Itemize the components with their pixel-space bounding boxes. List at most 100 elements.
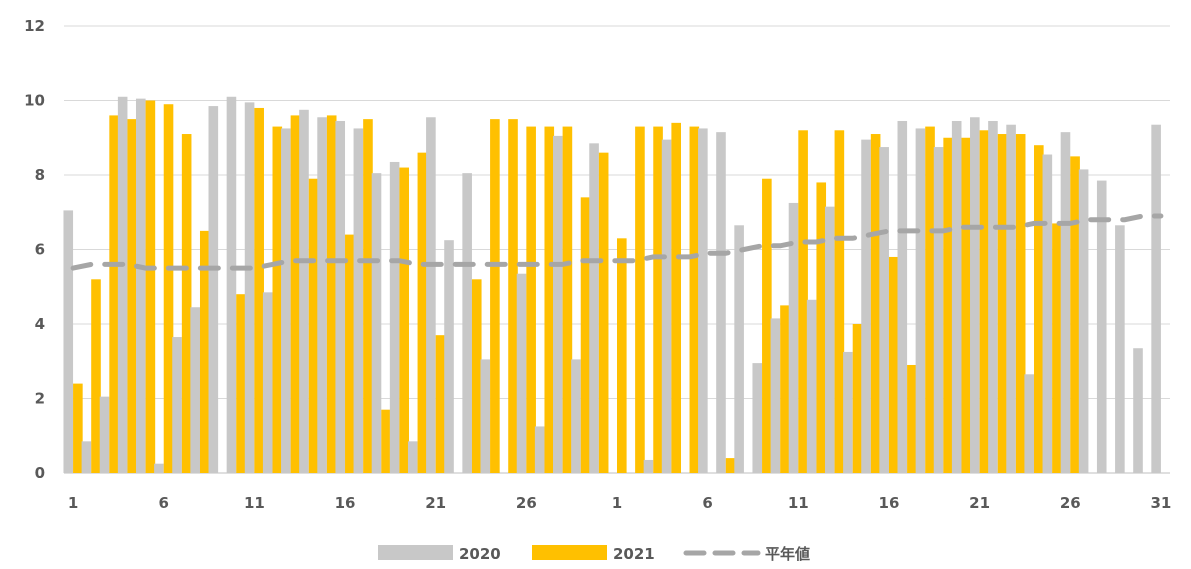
bar-2021: [870, 134, 881, 473]
bars: [63, 96, 1161, 474]
bar-2020: [915, 128, 926, 473]
bar-2020: [462, 173, 472, 473]
y-tick-label: 2: [35, 390, 45, 408]
bar-2021: [580, 197, 591, 473]
bar-2020: [643, 459, 654, 473]
bar-2021: [979, 130, 990, 474]
y-axis-labels: 0 2 4 6 8 10 12: [24, 17, 45, 482]
bar-2020: [843, 351, 853, 473]
bar-2020: [1115, 225, 1125, 473]
bar-2020: [698, 128, 708, 473]
bar-2021: [1015, 134, 1026, 473]
bar-2020: [933, 147, 944, 473]
legend-label-2020: 2020: [459, 545, 501, 563]
bar-2021: [1052, 223, 1062, 473]
bar-2021: [345, 234, 355, 473]
x-tick-label: 31: [1150, 494, 1171, 512]
bar-2021: [91, 279, 101, 473]
bar-2020: [1006, 124, 1016, 474]
bar-2020: [335, 120, 346, 474]
bar-2021: [471, 279, 482, 473]
bar-2020: [99, 396, 110, 473]
bar-2021: [526, 126, 536, 473]
x-tick-label: 21: [969, 494, 990, 512]
y-tick-label: 10: [24, 92, 45, 110]
bar-2021: [326, 115, 337, 474]
x-tick-label: 26: [516, 494, 537, 512]
bar-2020: [1133, 348, 1143, 473]
bar-2020: [988, 120, 998, 474]
bar-2020: [1024, 374, 1035, 473]
bar-2020: [353, 128, 364, 473]
bar-2021: [73, 383, 83, 473]
y-tick-label: 6: [35, 241, 45, 259]
y-tick-label: 8: [35, 166, 45, 184]
bar-2021: [635, 126, 645, 473]
x-tick-label: 6: [702, 494, 712, 512]
bar-2020: [117, 96, 128, 474]
bar-2021: [598, 152, 609, 473]
bar-2021: [544, 126, 555, 473]
bar-2021: [272, 126, 283, 473]
bar-2020: [480, 359, 491, 473]
bar-2020: [371, 173, 382, 473]
bar-2020: [897, 120, 908, 474]
bar-2020: [1151, 124, 1161, 474]
bar-2020: [879, 147, 889, 473]
x-tick-label: 21: [425, 494, 446, 512]
legend-label-normal: 平年値: [765, 545, 810, 563]
bar-2021: [145, 100, 156, 473]
bar-2021: [562, 126, 573, 473]
bar-2020: [534, 426, 545, 473]
bar-2020: [861, 139, 871, 474]
bar-2020: [770, 318, 781, 473]
bar-2021: [798, 130, 808, 474]
bar-2021: [490, 119, 500, 473]
y-tick-label: 12: [24, 17, 45, 35]
legend: 2020 2021 平年値: [378, 545, 810, 563]
bar-2021: [399, 167, 410, 474]
bar-2021: [236, 294, 246, 473]
bar-2020: [262, 292, 273, 473]
bar-2021: [163, 104, 174, 473]
bar-2020: [154, 463, 164, 473]
x-tick-label: 1: [612, 494, 622, 512]
bar-2021: [290, 115, 301, 474]
bar-2021: [961, 137, 972, 473]
bar-2020: [951, 120, 962, 474]
y-tick-label: 0: [35, 464, 45, 482]
bar-2021: [254, 107, 264, 473]
bar-2020: [716, 132, 726, 473]
bar-2020: [208, 106, 219, 474]
bar-2020: [426, 117, 436, 473]
bar-2021: [653, 126, 663, 473]
bar-2021: [907, 364, 917, 473]
bar-2020: [970, 117, 980, 473]
bar-2020: [752, 363, 763, 473]
bar-2021: [363, 119, 373, 473]
bar-2021: [1070, 156, 1080, 473]
bar-2021: [780, 305, 790, 473]
bar-2020: [806, 299, 817, 473]
bar-2021: [381, 409, 391, 473]
x-tick-label: 11: [788, 494, 809, 512]
bar-2021: [816, 182, 827, 473]
x-tick-label: 16: [335, 494, 356, 512]
bar-2021: [834, 130, 845, 474]
x-tick-label: 6: [159, 494, 169, 512]
bar-2020: [81, 441, 92, 473]
bar-2021: [852, 324, 863, 473]
bar-2021: [725, 458, 736, 473]
x-tick-label: 11: [244, 494, 265, 512]
bar-2020: [63, 210, 74, 473]
bar-2021: [1034, 145, 1044, 473]
x-tick-label: 16: [879, 494, 900, 512]
bar-2021: [127, 119, 138, 473]
bar-2021: [508, 119, 518, 473]
bar-2020: [407, 441, 418, 473]
bar-2020: [444, 240, 454, 473]
bar-2020: [1060, 132, 1071, 473]
legend-label-2021: 2021: [613, 545, 655, 563]
bar-2020: [281, 128, 291, 473]
